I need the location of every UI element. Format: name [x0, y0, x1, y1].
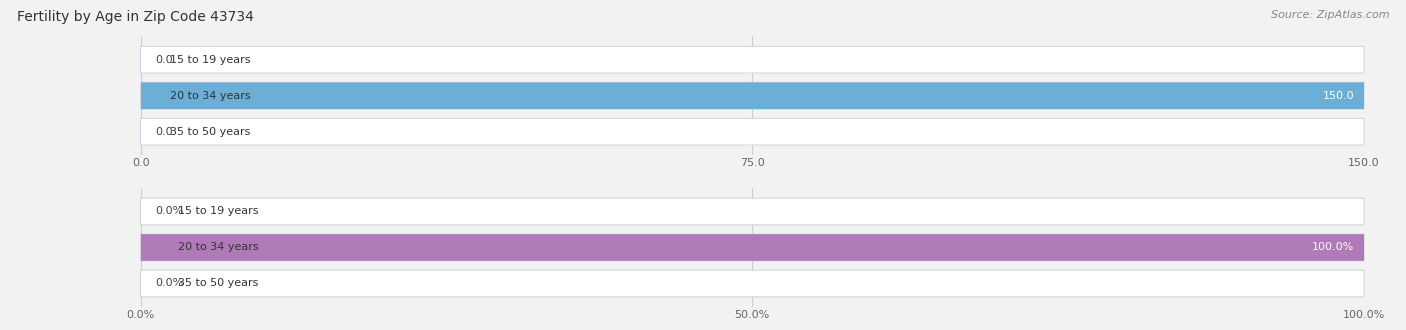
FancyBboxPatch shape: [141, 270, 1364, 297]
FancyBboxPatch shape: [141, 234, 1364, 261]
Text: 20 to 34 years: 20 to 34 years: [172, 243, 259, 252]
Text: 35 to 50 years: 35 to 50 years: [163, 127, 250, 137]
Text: 0.0: 0.0: [155, 55, 173, 65]
FancyBboxPatch shape: [141, 198, 1364, 225]
Text: Fertility by Age in Zip Code 43734: Fertility by Age in Zip Code 43734: [17, 10, 253, 24]
Text: 150.0: 150.0: [1323, 91, 1354, 101]
Text: 15 to 19 years: 15 to 19 years: [163, 55, 250, 65]
Text: 15 to 19 years: 15 to 19 years: [172, 207, 259, 216]
FancyBboxPatch shape: [141, 118, 1364, 145]
Text: 0.0%: 0.0%: [155, 207, 184, 216]
FancyBboxPatch shape: [141, 82, 1364, 109]
FancyBboxPatch shape: [141, 82, 1364, 109]
Text: 0.0: 0.0: [155, 127, 173, 137]
Text: 100.0%: 100.0%: [1312, 243, 1354, 252]
Text: 35 to 50 years: 35 to 50 years: [172, 279, 259, 288]
FancyBboxPatch shape: [141, 47, 1364, 73]
Text: 20 to 34 years: 20 to 34 years: [163, 91, 250, 101]
Text: 0.0%: 0.0%: [155, 279, 184, 288]
FancyBboxPatch shape: [141, 234, 1364, 261]
Text: Source: ZipAtlas.com: Source: ZipAtlas.com: [1271, 10, 1389, 20]
